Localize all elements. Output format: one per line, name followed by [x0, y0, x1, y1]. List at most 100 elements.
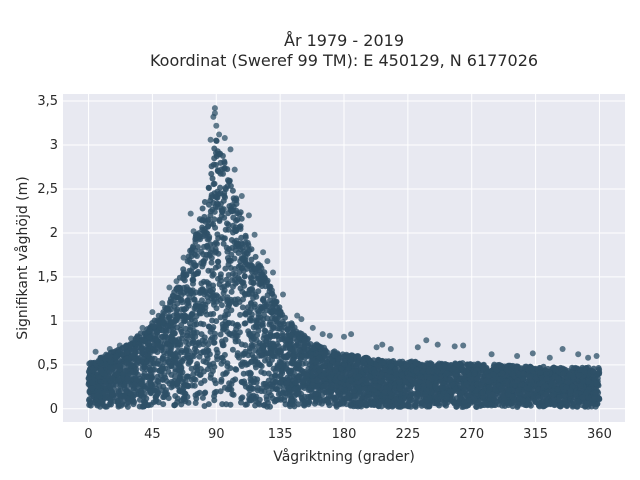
- scatter-point: [242, 342, 249, 349]
- scatter-point: [198, 280, 205, 287]
- scatter-point: [418, 398, 425, 405]
- scatter-point: [208, 170, 215, 177]
- scatter-point: [381, 366, 388, 373]
- scatter-point: [146, 327, 153, 334]
- scatter-point: [248, 256, 255, 263]
- scatter-point: [208, 371, 214, 378]
- scatter-point: [215, 258, 222, 265]
- scatter-point: [436, 363, 443, 370]
- scatter-point: [107, 384, 114, 391]
- scatter-point: [86, 397, 92, 404]
- scatter-point: [208, 192, 215, 198]
- scatter-point: [175, 314, 182, 321]
- scatter-point: [213, 239, 219, 246]
- scatter-point: [302, 352, 309, 359]
- scatter-point: [175, 353, 182, 360]
- scatter-point: [190, 338, 197, 345]
- scatter-point: [200, 358, 207, 365]
- scatter-point: [370, 400, 377, 407]
- scatter-point: [468, 385, 475, 392]
- scatter-point: [237, 209, 244, 216]
- scatter-point: [162, 304, 169, 311]
- scatter-point: [174, 343, 181, 350]
- scatter-point: [154, 337, 161, 344]
- scatter-point: [190, 280, 196, 287]
- scatter-point: [570, 373, 577, 380]
- scatter-point: [224, 294, 231, 301]
- scatter-point: [360, 357, 367, 364]
- scatter-point: [490, 363, 497, 370]
- scatter-point: [210, 339, 217, 346]
- scatter-point: [285, 385, 292, 392]
- scatter-point: [443, 370, 450, 377]
- scatter-point: [411, 379, 418, 386]
- scatter-point: [389, 403, 396, 410]
- scatter-point: [565, 379, 571, 385]
- scatter-point: [143, 395, 150, 402]
- scatter-point: [326, 402, 333, 409]
- scatter-point: [122, 368, 129, 374]
- scatter-point: [220, 358, 227, 365]
- scatter-point: [556, 396, 563, 403]
- scatter-point: [248, 279, 255, 286]
- scatter-point: [590, 369, 597, 375]
- scatter-point: [399, 402, 406, 409]
- scatter-point: [489, 391, 496, 398]
- scatter-point: [426, 402, 433, 409]
- scatter-point: [222, 194, 228, 201]
- scatter-point: [292, 379, 299, 386]
- scatter-point: [268, 315, 275, 322]
- scatter-point: [122, 343, 129, 350]
- scatter-point: [167, 343, 174, 350]
- scatter-point: [205, 283, 212, 290]
- scatter-point: [193, 262, 199, 269]
- scatter-point: [237, 311, 244, 318]
- scatter-point: [159, 387, 166, 394]
- scatter-point: [569, 364, 576, 371]
- scatter-point: [194, 270, 201, 277]
- scatter-point: [124, 403, 131, 410]
- scatter-point: [172, 401, 179, 408]
- scatter-point: [224, 281, 231, 288]
- scatter-point: [188, 288, 194, 295]
- scatter-point: [116, 347, 123, 354]
- scatter-point: [595, 395, 602, 402]
- scatter-point: [413, 367, 420, 374]
- scatter-point: [555, 376, 562, 383]
- scatter-point: [398, 372, 405, 379]
- scatter-point: [229, 346, 236, 353]
- scatter-point: [530, 392, 537, 399]
- scatter-point: [184, 297, 191, 304]
- scatter-point: [270, 365, 277, 372]
- scatter-point: [305, 393, 312, 400]
- scatter-point: [185, 383, 192, 390]
- scatter-point: [159, 355, 166, 362]
- scatter-point: [352, 393, 359, 400]
- scatter-point: [184, 393, 191, 400]
- scatter-point: [178, 306, 185, 313]
- scatter-point: [245, 385, 252, 392]
- scatter-point: [205, 401, 212, 408]
- scatter-point: [393, 396, 400, 403]
- scatter-point: [280, 353, 287, 360]
- scatter-point: [577, 382, 584, 389]
- scatter-point: [225, 261, 232, 268]
- scatter-point: [301, 385, 308, 391]
- scatter-point: [282, 337, 288, 344]
- scatter-point: [259, 320, 266, 327]
- scatter-point: [230, 391, 237, 398]
- scatter-point: [266, 361, 273, 368]
- scatter-point: [178, 292, 185, 298]
- scatter-point: [238, 234, 245, 241]
- scatter-point: [134, 333, 141, 340]
- scatter-point: [187, 326, 193, 333]
- scatter-point: [150, 399, 157, 406]
- scatter-point: [276, 311, 283, 318]
- scatter-point: [226, 177, 233, 184]
- scatter-point: [233, 197, 240, 204]
- scatter-point: [408, 396, 415, 403]
- scatter-point: [371, 378, 378, 384]
- scatter-point: [168, 379, 175, 385]
- scatter-point: [274, 373, 281, 380]
- scatter-point: [197, 287, 204, 294]
